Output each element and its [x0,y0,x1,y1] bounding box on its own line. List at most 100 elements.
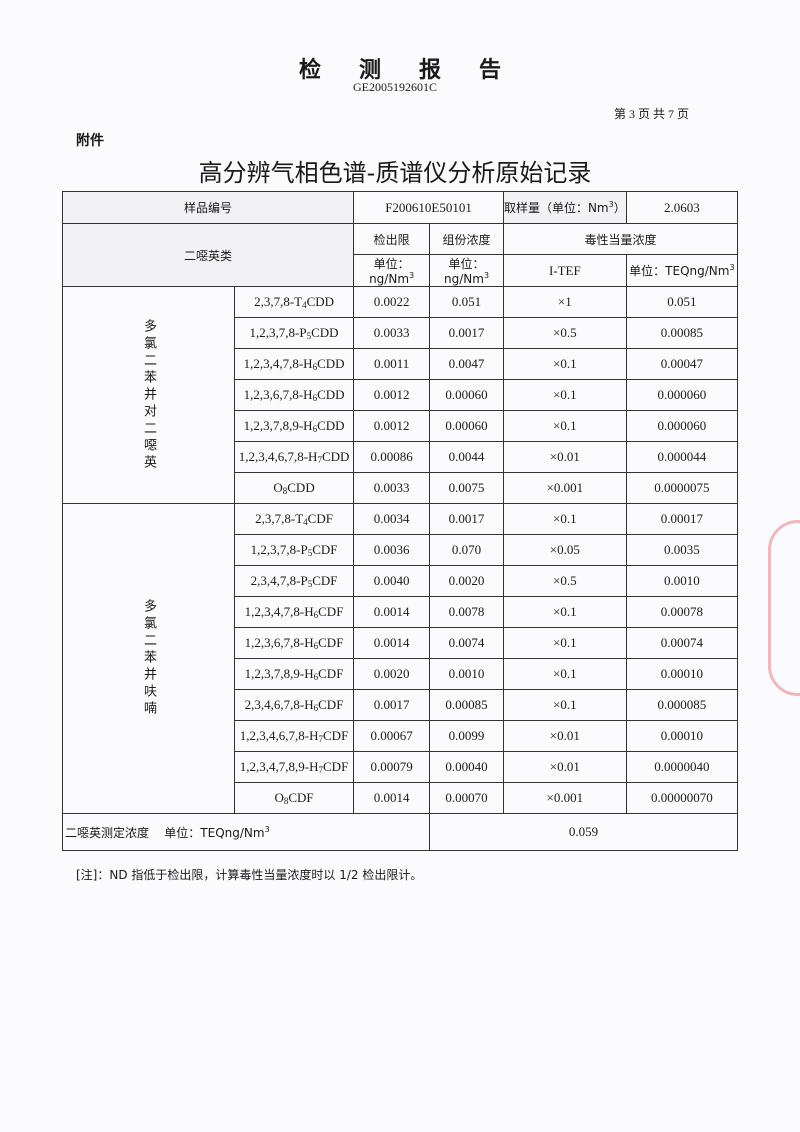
table-row: 多氯二苯并对二噁英 2,3,7,8-T4CDD 0.0022 0.051 ×1 0.051 [62,286,739,504]
compound-name: O8CDD [233,472,355,504]
conc-value: 0.0044 [429,441,504,473]
table-row: 1,2,3,7,8-P5CDD 0.0033 0.0017 ×0.5 0.00085 [63,317,739,349]
results-table: 样品编号 F200610E50101 取样量（单位：Nm3） 2.0603 二噁… [61,191,739,851]
teq-value: 0.000060 [625,410,739,442]
tef-value: ×0.1 [502,348,627,380]
compound-name: 2,3,7,8-T4CDD [233,286,355,318]
teq-value: 0.00085 [625,317,739,349]
teq-value: 0.051 [625,286,739,318]
conc-value: 0.0075 [429,472,504,504]
conc-value: 0.0017 [429,503,504,535]
tef-value: ×1 [502,286,627,318]
tef-value: ×0.01 [502,751,627,783]
conc-value: 0.00060 [429,379,504,411]
conc-unit: 单位：ng/Nm3 [429,254,504,287]
table-row: 1,2,3,4,6,7,8-H7CDF 0.00067 0.0099 ×0.01 0.0… [63,720,739,752]
lod-value: 0.0022 [353,286,431,318]
table-row: 1,2,3,4,6,7,8-H7CDD 0.00086 0.0044 ×0.01 0.0… [63,441,739,473]
lod-unit: 单位：ng/Nm3 [353,254,431,287]
table-row: 1,2,3,6,7,8-H6CDF 0.0014 0.0074 ×0.1 0.00074 [63,627,739,659]
header-row-1: 二噁英类 检出限 组份浓度 毒性当量浓度 [61,223,739,287]
compound-name: 2,3,4,6,7,8-H6CDF [233,689,355,721]
teq-value: 0.0035 [625,534,739,566]
compound-name: 1,2,3,7,8-P5CDF [233,534,355,566]
lod-value: 0.0014 [353,596,431,628]
lod-value: 0.0014 [353,627,431,659]
stamp-fragment [768,520,800,696]
class-header: 二噁英类 [61,223,355,287]
sample-row: 样品编号 F200610E50101 取样量（单位：Nm3） 2.0603 [61,191,739,224]
lod-value: 0.0011 [353,348,431,380]
lod-value: 0.0017 [353,689,431,721]
lod-value: 0.0040 [353,565,431,597]
group-label: 多氯二苯并呋喃 [62,503,235,814]
teq-value: 0.0010 [625,565,739,597]
teq-value: 0.000060 [625,379,739,411]
conc-value: 0.0047 [429,348,504,380]
lod-value: 0.0012 [353,379,431,411]
compound-name: 2,3,4,7,8-P5CDF [233,565,355,597]
table-row: 2,3,4,6,7,8-H6CDF 0.0017 0.00085 ×0.1 0.0000… [63,689,739,721]
teq-value: 0.00047 [625,348,739,380]
teq-header: 毒性当量浓度 [502,223,739,255]
conc-value: 0.00085 [429,689,504,721]
tef-value: ×0.05 [502,534,627,566]
compound-name: 1,2,3,7,8,9-H6CDF [233,658,355,690]
teq-value: 0.00010 [625,720,739,752]
summary-value: 0.059 [429,813,738,851]
teq-value: 0.00074 [625,627,739,659]
table-row: 1,2,3,6,7,8-H6CDD 0.0012 0.00060 ×0.1 0.0000… [63,379,739,411]
compound-name: 1,2,3,6,7,8-H6CDD [233,379,355,411]
compound-name: O8CDF [233,782,355,814]
tef-value: ×0.001 [502,782,627,814]
compound-name: 2,3,7,8-T4CDF [233,503,355,535]
teq-value: 0.000044 [625,441,739,473]
tef-header: I-TEF [502,254,627,287]
tef-value: ×0.01 [502,720,627,752]
summary-row: 二噁英测定浓度 单位：TEQng/Nm3 0.059 [61,813,738,851]
tef-value: ×0.1 [502,503,627,535]
conc-value: 0.00070 [429,782,504,814]
teq-value: 0.00000070 [625,782,739,814]
compound-name: 1,2,3,4,7,8-H6CDF [233,596,355,628]
conc-value: 0.070 [429,534,504,566]
lod-value: 0.00067 [353,720,431,752]
footnote: [注]：ND 指低于检出限，计算毒性当量浓度时以 1/2 检出限计。 [76,868,423,882]
report-code: GE2005192601C [353,80,437,94]
tef-value: ×0.5 [502,565,627,597]
lod-value: 0.0014 [353,782,431,814]
conc-header: 组份浓度 [429,223,504,255]
compound-name: 1,2,3,4,7,8-H6CDD [233,348,355,380]
tef-value: ×0.1 [502,596,627,628]
table-row: O8CDF 0.0014 0.00070 ×0.001 0.00000070 [63,782,739,814]
compound-name: 1,2,3,7,8,9-H6CDD [233,410,355,442]
compound-name: 1,2,3,4,6,7,8-H7CDD [233,441,355,473]
conc-value: 0.0078 [429,596,504,628]
lod-value: 0.00079 [353,751,431,783]
group-label: 多氯二苯并对二噁英 [62,286,235,504]
lod-value: 0.0034 [353,503,431,535]
compound-name: 1,2,3,4,6,7,8-H7CDF [233,720,355,752]
teq-value: 0.00017 [625,503,739,535]
conc-value: 0.00060 [429,410,504,442]
conc-value: 0.0099 [429,720,504,752]
lod-value: 0.0012 [353,410,431,442]
conc-value: 0.0010 [429,658,504,690]
table-row: 多氯二苯并呋喃 2,3,7,8-T4CDF 0.0034 0.0017 ×0.1 0.00… [62,503,739,814]
tef-value: ×0.1 [502,379,627,411]
tef-value: ×0.1 [502,658,627,690]
sample-volume-label: 取样量（单位：Nm3） [502,191,627,224]
lod-value: 0.0033 [353,317,431,349]
teq-value: 0.00078 [625,596,739,628]
lod-header: 检出限 [353,223,431,255]
summary-label: 二噁英测定浓度 单位：TEQng/Nm3 [61,813,431,851]
lod-value: 0.00086 [353,441,431,473]
sample-id-value: F200610E50101 [353,191,504,224]
attachment-label: 附件 [76,133,104,149]
tef-value: ×0.1 [502,689,627,721]
lod-value: 0.0020 [353,658,431,690]
lod-value: 0.0036 [353,534,431,566]
page-info: 第 3 页 共 7 页 [614,107,690,121]
lod-value: 0.0033 [353,472,431,504]
tef-value: ×0.5 [502,317,627,349]
